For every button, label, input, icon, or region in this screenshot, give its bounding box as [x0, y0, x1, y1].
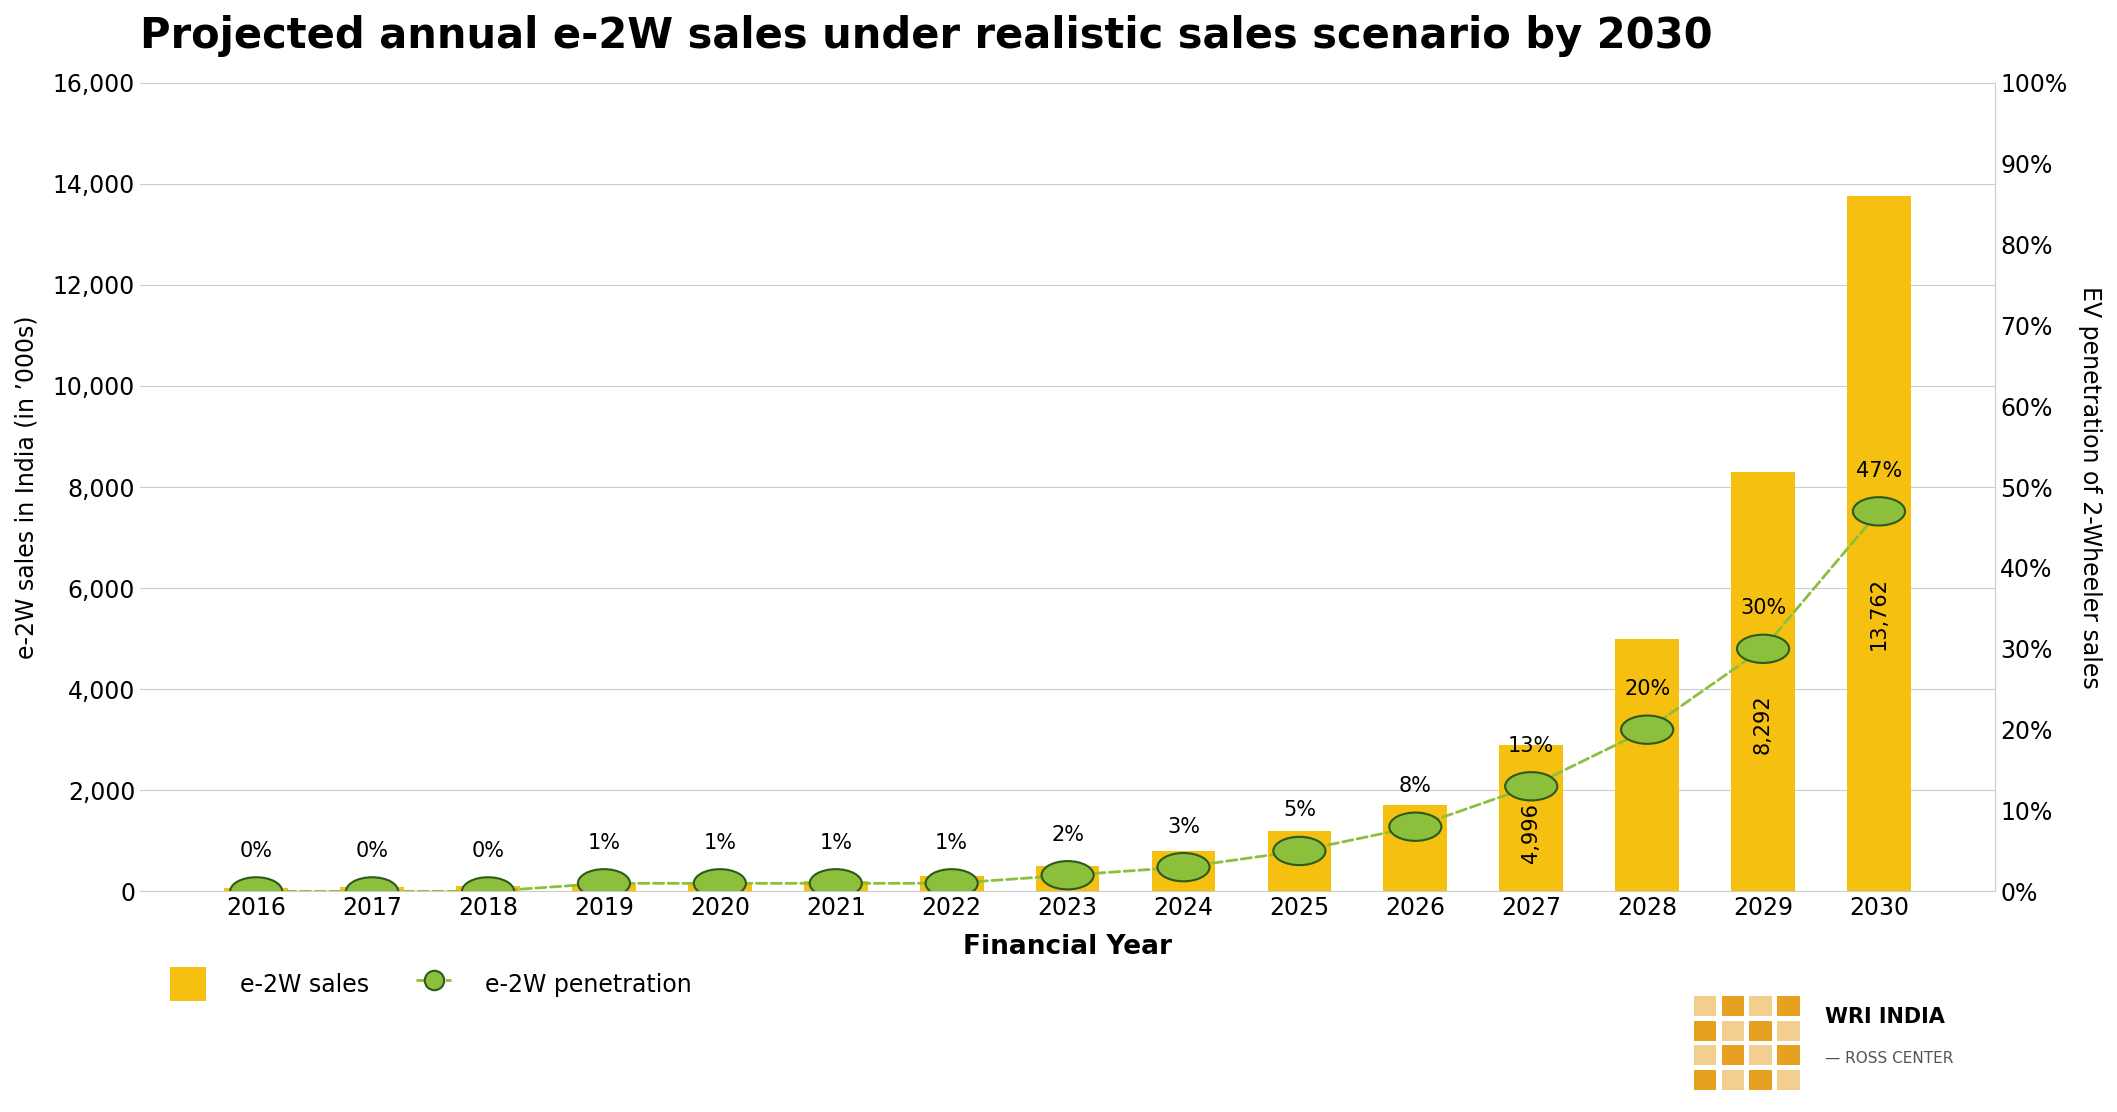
Bar	[1694, 1021, 1717, 1041]
Y-axis label: e-2W sales in India (in ’000s): e-2W sales in India (in ’000s)	[15, 316, 38, 658]
Ellipse shape	[345, 877, 398, 905]
Text: 47%: 47%	[1857, 460, 1901, 480]
Bar	[224, 888, 288, 892]
Bar	[688, 883, 752, 892]
Text: 1%: 1%	[586, 833, 620, 853]
Ellipse shape	[1272, 837, 1325, 865]
Bar	[1778, 996, 1799, 1016]
Bar	[1749, 1021, 1772, 1041]
Ellipse shape	[1158, 853, 1209, 882]
Bar	[804, 882, 868, 892]
Bar	[1694, 996, 1717, 1016]
Bar	[572, 884, 635, 892]
Text: 2%: 2%	[1050, 825, 1084, 845]
Bar	[455, 886, 521, 892]
Text: 0%: 0%	[239, 841, 273, 861]
Bar	[1778, 1021, 1799, 1041]
Bar	[1732, 473, 1795, 892]
Text: 8,292: 8,292	[1753, 694, 1774, 754]
Text: 13%: 13%	[1507, 736, 1554, 756]
Bar	[1848, 196, 1912, 892]
Ellipse shape	[809, 870, 862, 897]
Ellipse shape	[1389, 813, 1442, 841]
Ellipse shape	[231, 877, 282, 905]
Bar	[1749, 1070, 1772, 1090]
Bar	[1749, 996, 1772, 1016]
Ellipse shape	[1852, 497, 1905, 526]
Ellipse shape	[694, 870, 745, 897]
Ellipse shape	[1736, 635, 1789, 663]
Bar	[1721, 1070, 1744, 1090]
Bar	[1382, 805, 1448, 892]
Ellipse shape	[1042, 861, 1094, 890]
Text: 1%: 1%	[819, 833, 853, 853]
Legend:   e-2W sales,   e-2W penetration: e-2W sales, e-2W penetration	[169, 967, 692, 1001]
Text: 13,762: 13,762	[1869, 577, 1888, 649]
Ellipse shape	[578, 870, 631, 897]
X-axis label: Financial Year: Financial Year	[963, 934, 1173, 960]
Bar	[1694, 1045, 1717, 1065]
Bar	[1778, 1045, 1799, 1065]
Text: 4,996: 4,996	[1522, 803, 1541, 863]
Text: 0%: 0%	[472, 841, 504, 861]
Text: 1%: 1%	[936, 833, 967, 853]
Bar	[1694, 1070, 1717, 1090]
Bar	[1721, 996, 1744, 1016]
Ellipse shape	[462, 877, 514, 905]
Text: WRI INDIA: WRI INDIA	[1825, 1007, 1946, 1027]
Text: Projected annual e-2W sales under realistic sales scenario by 2030: Projected annual e-2W sales under realis…	[140, 14, 1713, 57]
Bar	[1721, 1045, 1744, 1065]
Ellipse shape	[925, 870, 978, 897]
Text: — ROSS CENTER: — ROSS CENTER	[1825, 1051, 1954, 1066]
Ellipse shape	[1622, 715, 1672, 744]
Y-axis label: EV penetration of 2-Wheeler sales: EV penetration of 2-Wheeler sales	[2079, 286, 2102, 688]
Text: 5%: 5%	[1283, 801, 1317, 821]
Bar	[919, 876, 984, 892]
Text: 20%: 20%	[1624, 679, 1670, 699]
Ellipse shape	[1505, 772, 1558, 801]
Text: 1%: 1%	[703, 833, 737, 853]
Bar	[341, 887, 404, 892]
Text: 0%: 0%	[356, 841, 390, 861]
Text: 3%: 3%	[1166, 816, 1200, 836]
Bar	[1035, 866, 1099, 892]
Bar	[1499, 745, 1562, 892]
Bar	[1749, 1045, 1772, 1065]
Bar	[1152, 851, 1215, 892]
Text: 30%: 30%	[1740, 598, 1787, 618]
Bar	[1268, 831, 1332, 892]
Bar	[1778, 1070, 1799, 1090]
Bar	[1721, 1021, 1744, 1041]
Text: 8%: 8%	[1399, 776, 1431, 796]
Bar	[1615, 639, 1679, 892]
